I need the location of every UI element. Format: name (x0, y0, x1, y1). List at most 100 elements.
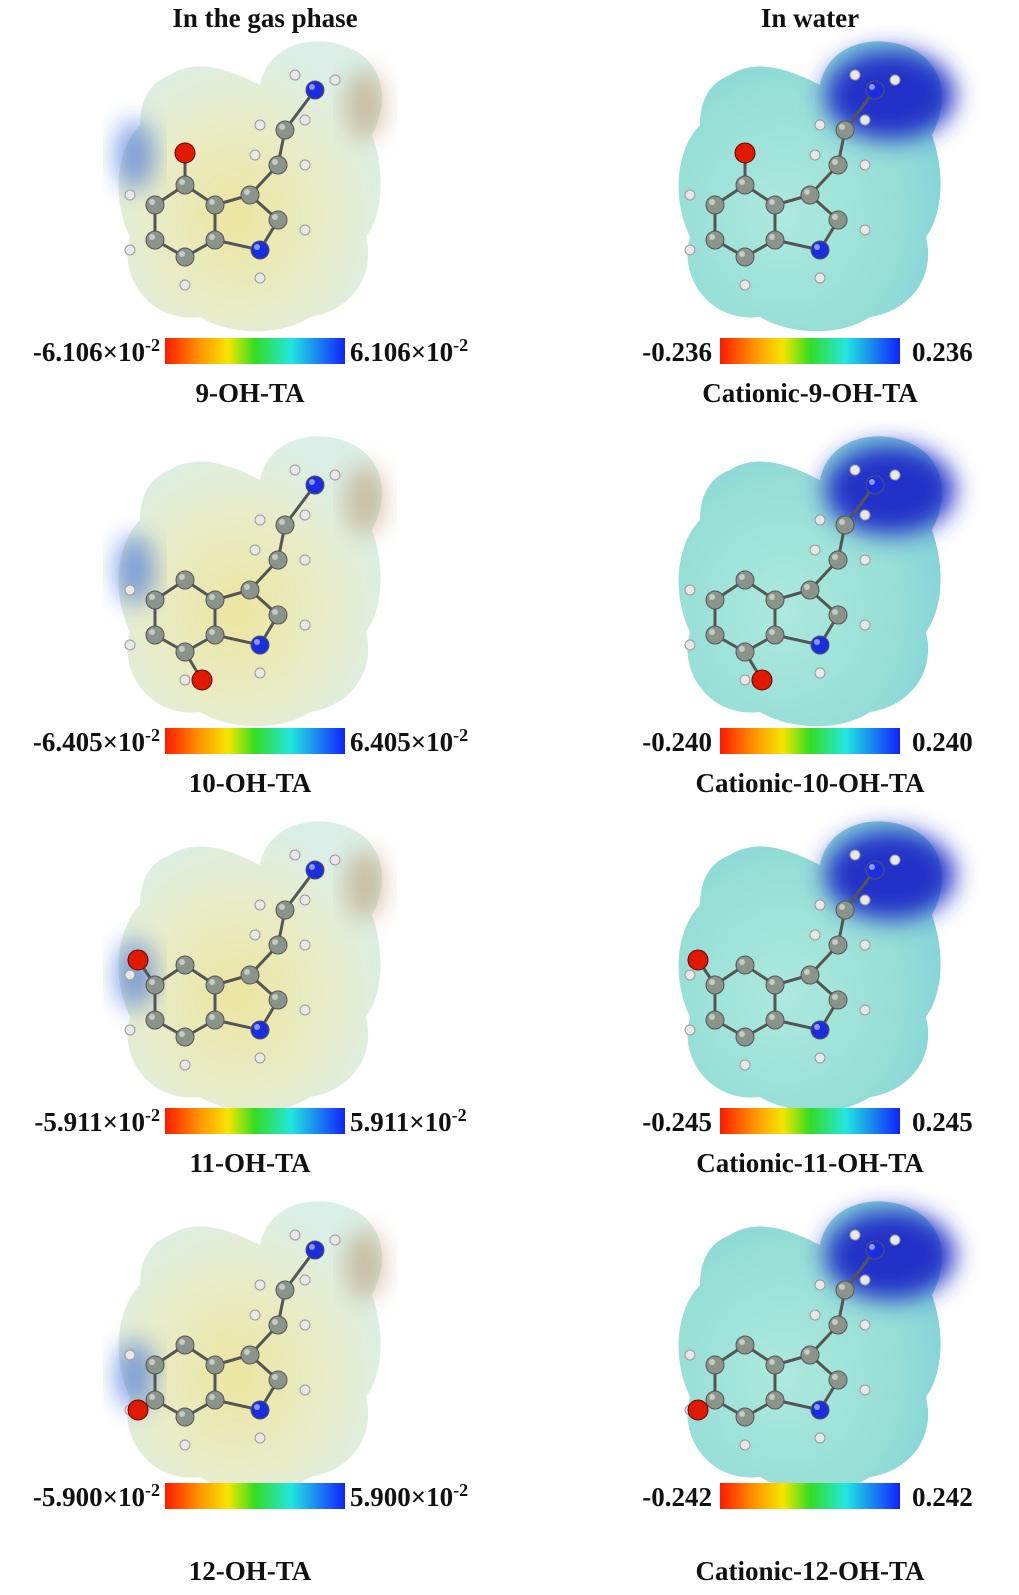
scale-label: -5.900×10-2 (33, 1480, 160, 1512)
atom (146, 1391, 164, 1409)
atom (801, 1346, 819, 1364)
atom-highlight (272, 609, 278, 615)
color-scale (165, 338, 345, 364)
hydrogen (890, 855, 900, 865)
atom-highlight (769, 1014, 775, 1020)
atom (736, 176, 754, 194)
atom (706, 626, 724, 644)
atom (269, 606, 287, 624)
atom (241, 186, 259, 204)
atom-highlight (254, 1024, 260, 1030)
atom-highlight (869, 864, 875, 870)
atom (276, 1281, 294, 1299)
hydrogen (860, 1385, 870, 1395)
scale-label: 0.242 (912, 1482, 973, 1512)
atom-highlight (209, 234, 215, 240)
atom (306, 476, 324, 494)
atom (276, 516, 294, 534)
atom (829, 606, 847, 624)
hydrogen (810, 930, 820, 940)
hydrogen (125, 970, 135, 980)
atom (736, 248, 754, 266)
hydrogen (890, 470, 900, 480)
atom-highlight (149, 1014, 155, 1020)
scale-label-exponent: -2 (453, 1480, 468, 1500)
scale-label: 5.911×10-2 (350, 1105, 467, 1137)
atom (269, 991, 287, 1009)
atom (766, 976, 784, 994)
atom-highlight (279, 124, 285, 130)
scale-label-base: -6.106×10 (33, 337, 145, 367)
atom-highlight (149, 234, 155, 240)
atom (176, 1336, 194, 1354)
hydrogen (850, 1230, 860, 1240)
atom-highlight (179, 574, 185, 580)
atom (251, 1401, 269, 1419)
atom-highlight (272, 1319, 278, 1325)
atom (269, 156, 287, 174)
atom-highlight (769, 594, 775, 600)
scale-label-base: -6.405×10 (33, 727, 145, 757)
hydrogen (740, 1060, 750, 1070)
panel-name: Cationic-10-OH-TA (696, 768, 925, 798)
atom-highlight (739, 1339, 745, 1345)
atom-highlight (739, 959, 745, 965)
hydrogen (740, 280, 750, 290)
atom (706, 196, 724, 214)
hydrogen (860, 1320, 870, 1330)
hydrogen (250, 150, 260, 160)
atom-highlight (804, 189, 810, 195)
atom-highlight (149, 979, 155, 985)
hydrogen (300, 510, 310, 520)
color-scale (720, 338, 900, 364)
atom (146, 1011, 164, 1029)
atom (736, 571, 754, 589)
atom-highlight (179, 1031, 185, 1037)
atom-highlight (739, 251, 745, 257)
atom-highlight (149, 594, 155, 600)
atom (829, 1316, 847, 1334)
atom (206, 196, 224, 214)
hydrogen (290, 1230, 300, 1240)
hydrogen (125, 245, 135, 255)
figure: In the gas phase In water -6.106×10-26.1… (0, 0, 1019, 1595)
scale-label-exponent: -2 (145, 1480, 160, 1500)
atom-highlight (769, 629, 775, 635)
atom-highlight (272, 1374, 278, 1380)
molecule (115, 41, 385, 331)
atom-highlight (254, 639, 260, 645)
atom-highlight (209, 629, 215, 635)
atom (766, 591, 784, 609)
atom-highlight (832, 994, 838, 1000)
scale-label: 0.236 (912, 337, 973, 367)
atom-highlight (814, 244, 820, 250)
atom (251, 1021, 269, 1039)
hydrogen (180, 280, 190, 290)
atom (801, 581, 819, 599)
atom (866, 861, 884, 879)
atom (829, 211, 847, 229)
atom (706, 976, 724, 994)
atom-highlight (832, 554, 838, 560)
atom-highlight (709, 234, 715, 240)
hydrogen (815, 1053, 825, 1063)
atom (306, 1241, 324, 1259)
oxygen (192, 670, 212, 690)
scale-label: -0.242 (642, 1482, 712, 1512)
hydrogen (860, 895, 870, 905)
atom-highlight (814, 1024, 820, 1030)
atom (811, 241, 829, 259)
hydrogen (290, 70, 300, 80)
oxygen (735, 143, 755, 163)
hydrogen (815, 668, 825, 678)
atom-highlight (739, 1031, 745, 1037)
oxygen (752, 670, 772, 690)
scale-label-exponent: -2 (145, 1105, 160, 1125)
hydrogen (180, 1060, 190, 1070)
atom (269, 1316, 287, 1334)
atom (866, 476, 884, 494)
color-scale (720, 1108, 900, 1134)
scale-label: 0.245 (912, 1107, 973, 1137)
hydrogen (810, 150, 820, 160)
atom-highlight (814, 1404, 820, 1410)
